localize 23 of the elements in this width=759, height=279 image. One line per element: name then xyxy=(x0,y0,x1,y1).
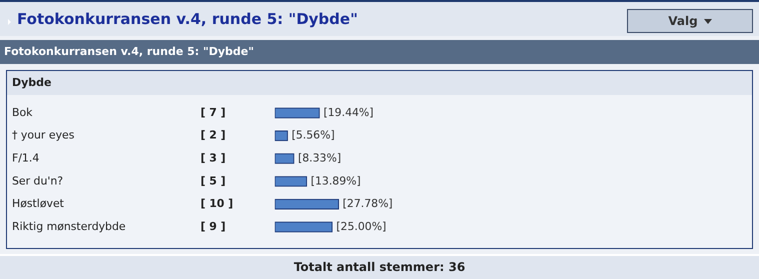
text: Dybde xyxy=(7,71,752,95)
text: [ 10 ] xyxy=(200,197,234,210)
y-tick-label: Riktig mønsterdybde xyxy=(12,220,126,233)
text: [ 3 ] xyxy=(200,151,226,164)
y-tick-label: Bok xyxy=(12,106,34,119)
y-tick-label: F/1.4 xyxy=(12,151,40,164)
data-label: [5.56%] xyxy=(292,128,335,142)
y-tick-label: Høstløvet xyxy=(12,197,65,210)
data-label: [27.78%] xyxy=(342,197,393,210)
data-label: [13.89%] xyxy=(310,174,361,188)
text: Totalt antall stemmer: 36 xyxy=(0,254,759,279)
text: [ 2 ] xyxy=(200,128,226,142)
data-label: [19.44%] xyxy=(323,106,374,119)
text: [ 9 ] xyxy=(200,220,226,233)
data-label: [8.33%] xyxy=(298,151,342,164)
chart-title: Fotokonkurransen v.4, runde 5: "Dybde" xyxy=(17,10,358,28)
text: Valg xyxy=(668,14,698,28)
text: [ 7 ] xyxy=(200,106,226,119)
data-label: [25.00%] xyxy=(336,220,386,233)
y-tick-label: Ser du'n? xyxy=(12,174,64,188)
text: [ 5 ] xyxy=(200,174,226,188)
y-tick-label: † your eyes xyxy=(12,128,75,142)
text: Fotokonkurransen v.4, runde 5: "Dybde" xyxy=(0,40,759,64)
